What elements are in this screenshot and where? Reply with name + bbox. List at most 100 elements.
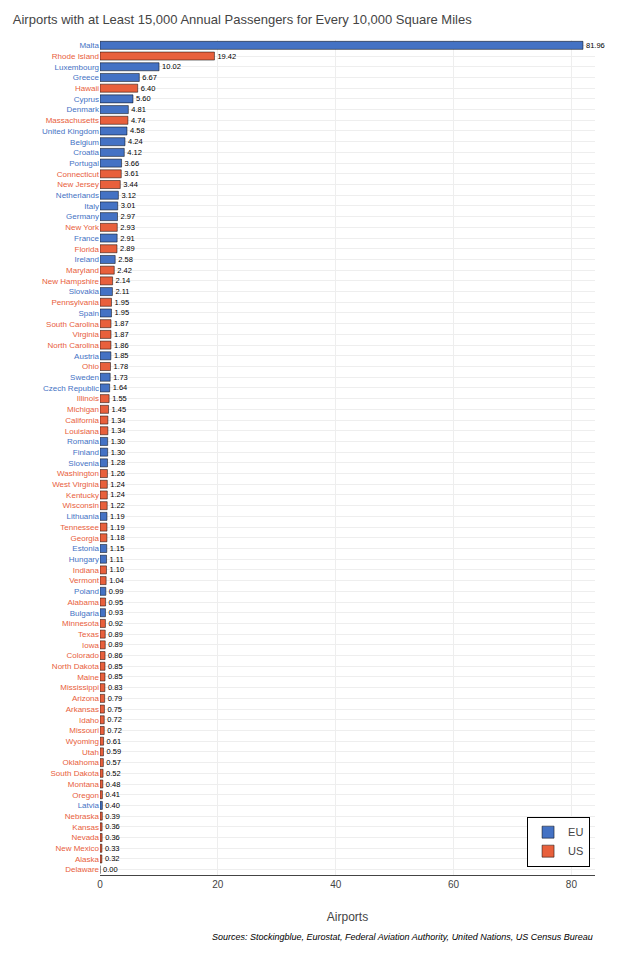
svg-text:Czech Republic: Czech Republic	[43, 384, 99, 393]
svg-text:South Carolina: South Carolina	[46, 319, 99, 328]
svg-text:0.72: 0.72	[107, 726, 122, 735]
svg-text:1.30: 1.30	[111, 437, 126, 446]
svg-text:Lithuania: Lithuania	[67, 512, 100, 521]
svg-text:60: 60	[448, 879, 460, 890]
svg-text:California: California	[65, 416, 99, 425]
svg-text:0.72: 0.72	[107, 715, 122, 724]
svg-text:0.41: 0.41	[105, 790, 120, 799]
svg-text:Texas: Texas	[78, 630, 99, 639]
svg-text:Florida: Florida	[75, 245, 100, 254]
svg-text:West Virginia: West Virginia	[52, 480, 99, 489]
svg-text:New York: New York	[65, 223, 100, 232]
svg-text:1.34: 1.34	[111, 416, 126, 425]
svg-text:Louisiana: Louisiana	[65, 427, 100, 436]
svg-text:Netherlands: Netherlands	[56, 191, 99, 200]
svg-text:Luxembourg: Luxembourg	[55, 63, 99, 72]
svg-text:Hawaii: Hawaii	[75, 84, 99, 93]
svg-text:Sources: Stockingblue, Eurosta: Sources: Stockingblue, Eurostat, Federal…	[212, 932, 593, 942]
svg-text:4.24: 4.24	[128, 137, 143, 146]
svg-text:1.19: 1.19	[110, 523, 125, 532]
svg-text:North Dakota: North Dakota	[52, 662, 100, 671]
svg-text:Rhode Island: Rhode Island	[52, 52, 99, 61]
svg-text:40: 40	[330, 879, 342, 890]
svg-text:1.18: 1.18	[110, 533, 125, 542]
svg-text:1.95: 1.95	[114, 308, 129, 317]
svg-text:2.11: 2.11	[115, 287, 129, 296]
svg-text:Ohio: Ohio	[82, 362, 99, 371]
svg-text:Pennsylvania: Pennsylvania	[51, 298, 99, 307]
svg-text:Mississippi: Mississippi	[60, 683, 99, 692]
svg-text:Washington: Washington	[57, 469, 99, 478]
svg-text:0.61: 0.61	[107, 737, 122, 746]
svg-text:Maine: Maine	[77, 673, 99, 682]
svg-text:Germany: Germany	[66, 212, 99, 221]
svg-text:0.33: 0.33	[105, 844, 120, 853]
svg-text:1.28: 1.28	[111, 458, 126, 467]
svg-text:2.97: 2.97	[121, 212, 136, 221]
svg-text:Nevada: Nevada	[71, 833, 99, 842]
svg-text:1.86: 1.86	[114, 341, 129, 350]
svg-text:Portugal: Portugal	[69, 159, 99, 168]
svg-text:1.87: 1.87	[114, 330, 129, 339]
svg-text:Poland: Poland	[74, 587, 99, 596]
svg-text:1.04: 1.04	[109, 576, 124, 585]
svg-text:2.93: 2.93	[120, 223, 135, 232]
svg-text:0.92: 0.92	[108, 619, 123, 628]
svg-text:2.91: 2.91	[120, 234, 135, 243]
svg-text:Nebraska: Nebraska	[65, 812, 100, 821]
svg-text:Arkansas: Arkansas	[66, 705, 99, 714]
svg-text:South Dakota: South Dakota	[51, 769, 100, 778]
svg-text:Massachusetts: Massachusetts	[46, 116, 99, 125]
svg-text:3.66: 3.66	[125, 159, 140, 168]
svg-text:Bulgaria: Bulgaria	[70, 609, 100, 618]
svg-text:Oklahoma: Oklahoma	[63, 758, 100, 767]
svg-text:0.93: 0.93	[108, 608, 123, 617]
svg-text:0.86: 0.86	[108, 651, 123, 660]
svg-text:0.59: 0.59	[106, 747, 121, 756]
svg-text:0.40: 0.40	[105, 801, 120, 810]
svg-text:0.00: 0.00	[103, 865, 118, 874]
svg-text:0.75: 0.75	[107, 705, 122, 714]
svg-text:Slovakia: Slovakia	[69, 287, 100, 296]
svg-text:Arizona: Arizona	[72, 694, 100, 703]
svg-text:Michigan: Michigan	[67, 405, 99, 414]
svg-text:6.67: 6.67	[142, 73, 157, 82]
svg-text:0.52: 0.52	[106, 769, 121, 778]
svg-text:Maryland: Maryland	[66, 266, 99, 275]
svg-text:3.44: 3.44	[123, 180, 138, 189]
svg-text:Croatia: Croatia	[73, 148, 99, 157]
svg-text:5.60: 5.60	[136, 94, 151, 103]
svg-text:Ireland: Ireland	[75, 255, 99, 264]
svg-text:0.36: 0.36	[105, 822, 120, 831]
svg-text:1.22: 1.22	[110, 501, 125, 510]
svg-text:Slovenia: Slovenia	[68, 459, 99, 468]
svg-text:0.99: 0.99	[109, 587, 124, 596]
svg-text:Missouri: Missouri	[69, 726, 99, 735]
svg-text:0.85: 0.85	[108, 672, 123, 681]
svg-text:0: 0	[97, 879, 103, 890]
svg-text:Spain: Spain	[79, 309, 99, 318]
svg-text:1.24: 1.24	[110, 480, 125, 489]
svg-text:1.30: 1.30	[111, 448, 126, 457]
svg-text:1.64: 1.64	[113, 383, 128, 392]
svg-text:1.10: 1.10	[109, 565, 124, 574]
svg-text:80: 80	[566, 879, 578, 890]
svg-text:10.02: 10.02	[162, 62, 181, 71]
svg-text:1.55: 1.55	[112, 394, 127, 403]
svg-text:Latvia: Latvia	[78, 801, 100, 810]
svg-text:Italy: Italy	[84, 202, 99, 211]
svg-text:Airports with at Least 15,000: Airports with at Least 15,000 Annual Pas…	[13, 12, 472, 27]
svg-text:Connecticut: Connecticut	[57, 170, 100, 179]
svg-text:0.57: 0.57	[106, 758, 121, 767]
svg-text:Alaska: Alaska	[75, 855, 100, 864]
svg-text:4.12: 4.12	[127, 148, 142, 157]
svg-text:1.95: 1.95	[114, 298, 129, 307]
svg-text:Belgium: Belgium	[70, 138, 99, 147]
svg-text:4.58: 4.58	[130, 126, 145, 135]
svg-text:EU: EU	[568, 826, 583, 838]
svg-text:1.87: 1.87	[114, 319, 129, 328]
svg-text:Montana: Montana	[68, 780, 100, 789]
svg-text:Minnesota: Minnesota	[62, 619, 99, 628]
svg-text:4.81: 4.81	[131, 105, 146, 114]
svg-text:0.85: 0.85	[108, 662, 123, 671]
